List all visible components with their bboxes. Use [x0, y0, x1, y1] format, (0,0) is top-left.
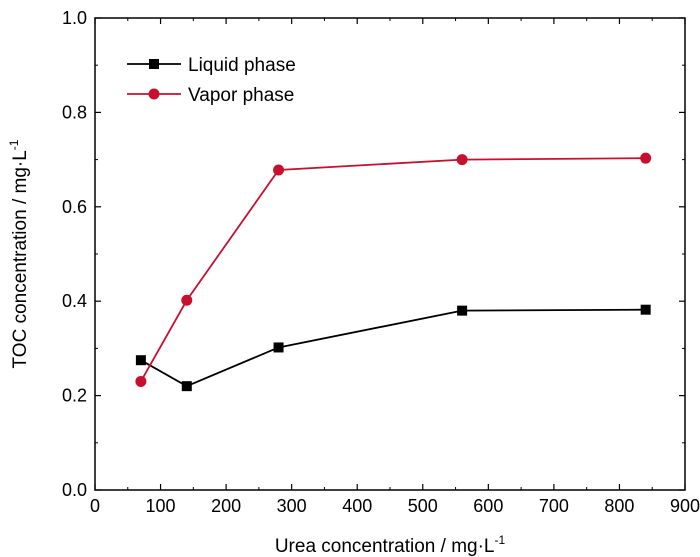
legend-label: Vapor phase	[188, 85, 294, 106]
x-tick-label: 300	[277, 496, 307, 516]
legend-marker	[149, 59, 159, 69]
x-tick-label: 500	[408, 496, 438, 516]
ticks-layer: 0 100 200 300 400 500 600 700 800 900 0.0 0.2 0.4 0.6…	[62, 8, 700, 516]
y-tick-label: 0.8	[62, 102, 87, 122]
x-tick-label: 700	[539, 496, 569, 516]
x-axis-title-text: Urea concentration / mg·L	[275, 536, 495, 557]
y-tick-label: 0.2	[62, 386, 87, 406]
legend: Liquid phase Vapor phase	[127, 55, 296, 106]
data-point	[181, 294, 193, 306]
data-point	[273, 164, 285, 176]
legend-marker	[148, 88, 160, 100]
data-point	[135, 375, 147, 387]
x-tick-label: 200	[211, 496, 241, 516]
data-point	[273, 342, 284, 353]
series-line-0	[140, 308, 646, 388]
data-point	[181, 381, 192, 392]
x-tick-label: 900	[670, 496, 700, 516]
legend-label: Liquid phase	[188, 55, 296, 76]
x-axis-title-superscript: -1	[495, 533, 506, 547]
data-point	[640, 152, 652, 164]
y-axis-title-text: TOC concentration / mg·L	[10, 150, 31, 368]
data-point	[640, 304, 651, 315]
y-tick-label: 0.0	[62, 480, 87, 500]
y-axis-title-superscript: -1	[7, 139, 21, 150]
y-tick-label: 0.6	[62, 197, 87, 217]
x-tick-label: 400	[342, 496, 372, 516]
x-axis-title: Urea concentration / mg·L-1	[275, 533, 506, 557]
data-point	[457, 305, 468, 316]
x-tick-label: 600	[473, 496, 503, 516]
plot-layer	[135, 152, 652, 392]
data-point	[135, 355, 146, 366]
data-point	[456, 154, 468, 166]
x-tick-label: 0	[90, 496, 100, 516]
x-tick-label: 100	[146, 496, 176, 516]
y-tick-label: 1.0	[62, 8, 87, 28]
plot-frame	[94, 17, 686, 491]
y-tick-label: 0.4	[62, 291, 87, 311]
y-axis-title: TOC concentration / mg·L-1	[7, 139, 31, 368]
series-line-1	[140, 157, 646, 382]
x-tick-label: 800	[604, 496, 634, 516]
